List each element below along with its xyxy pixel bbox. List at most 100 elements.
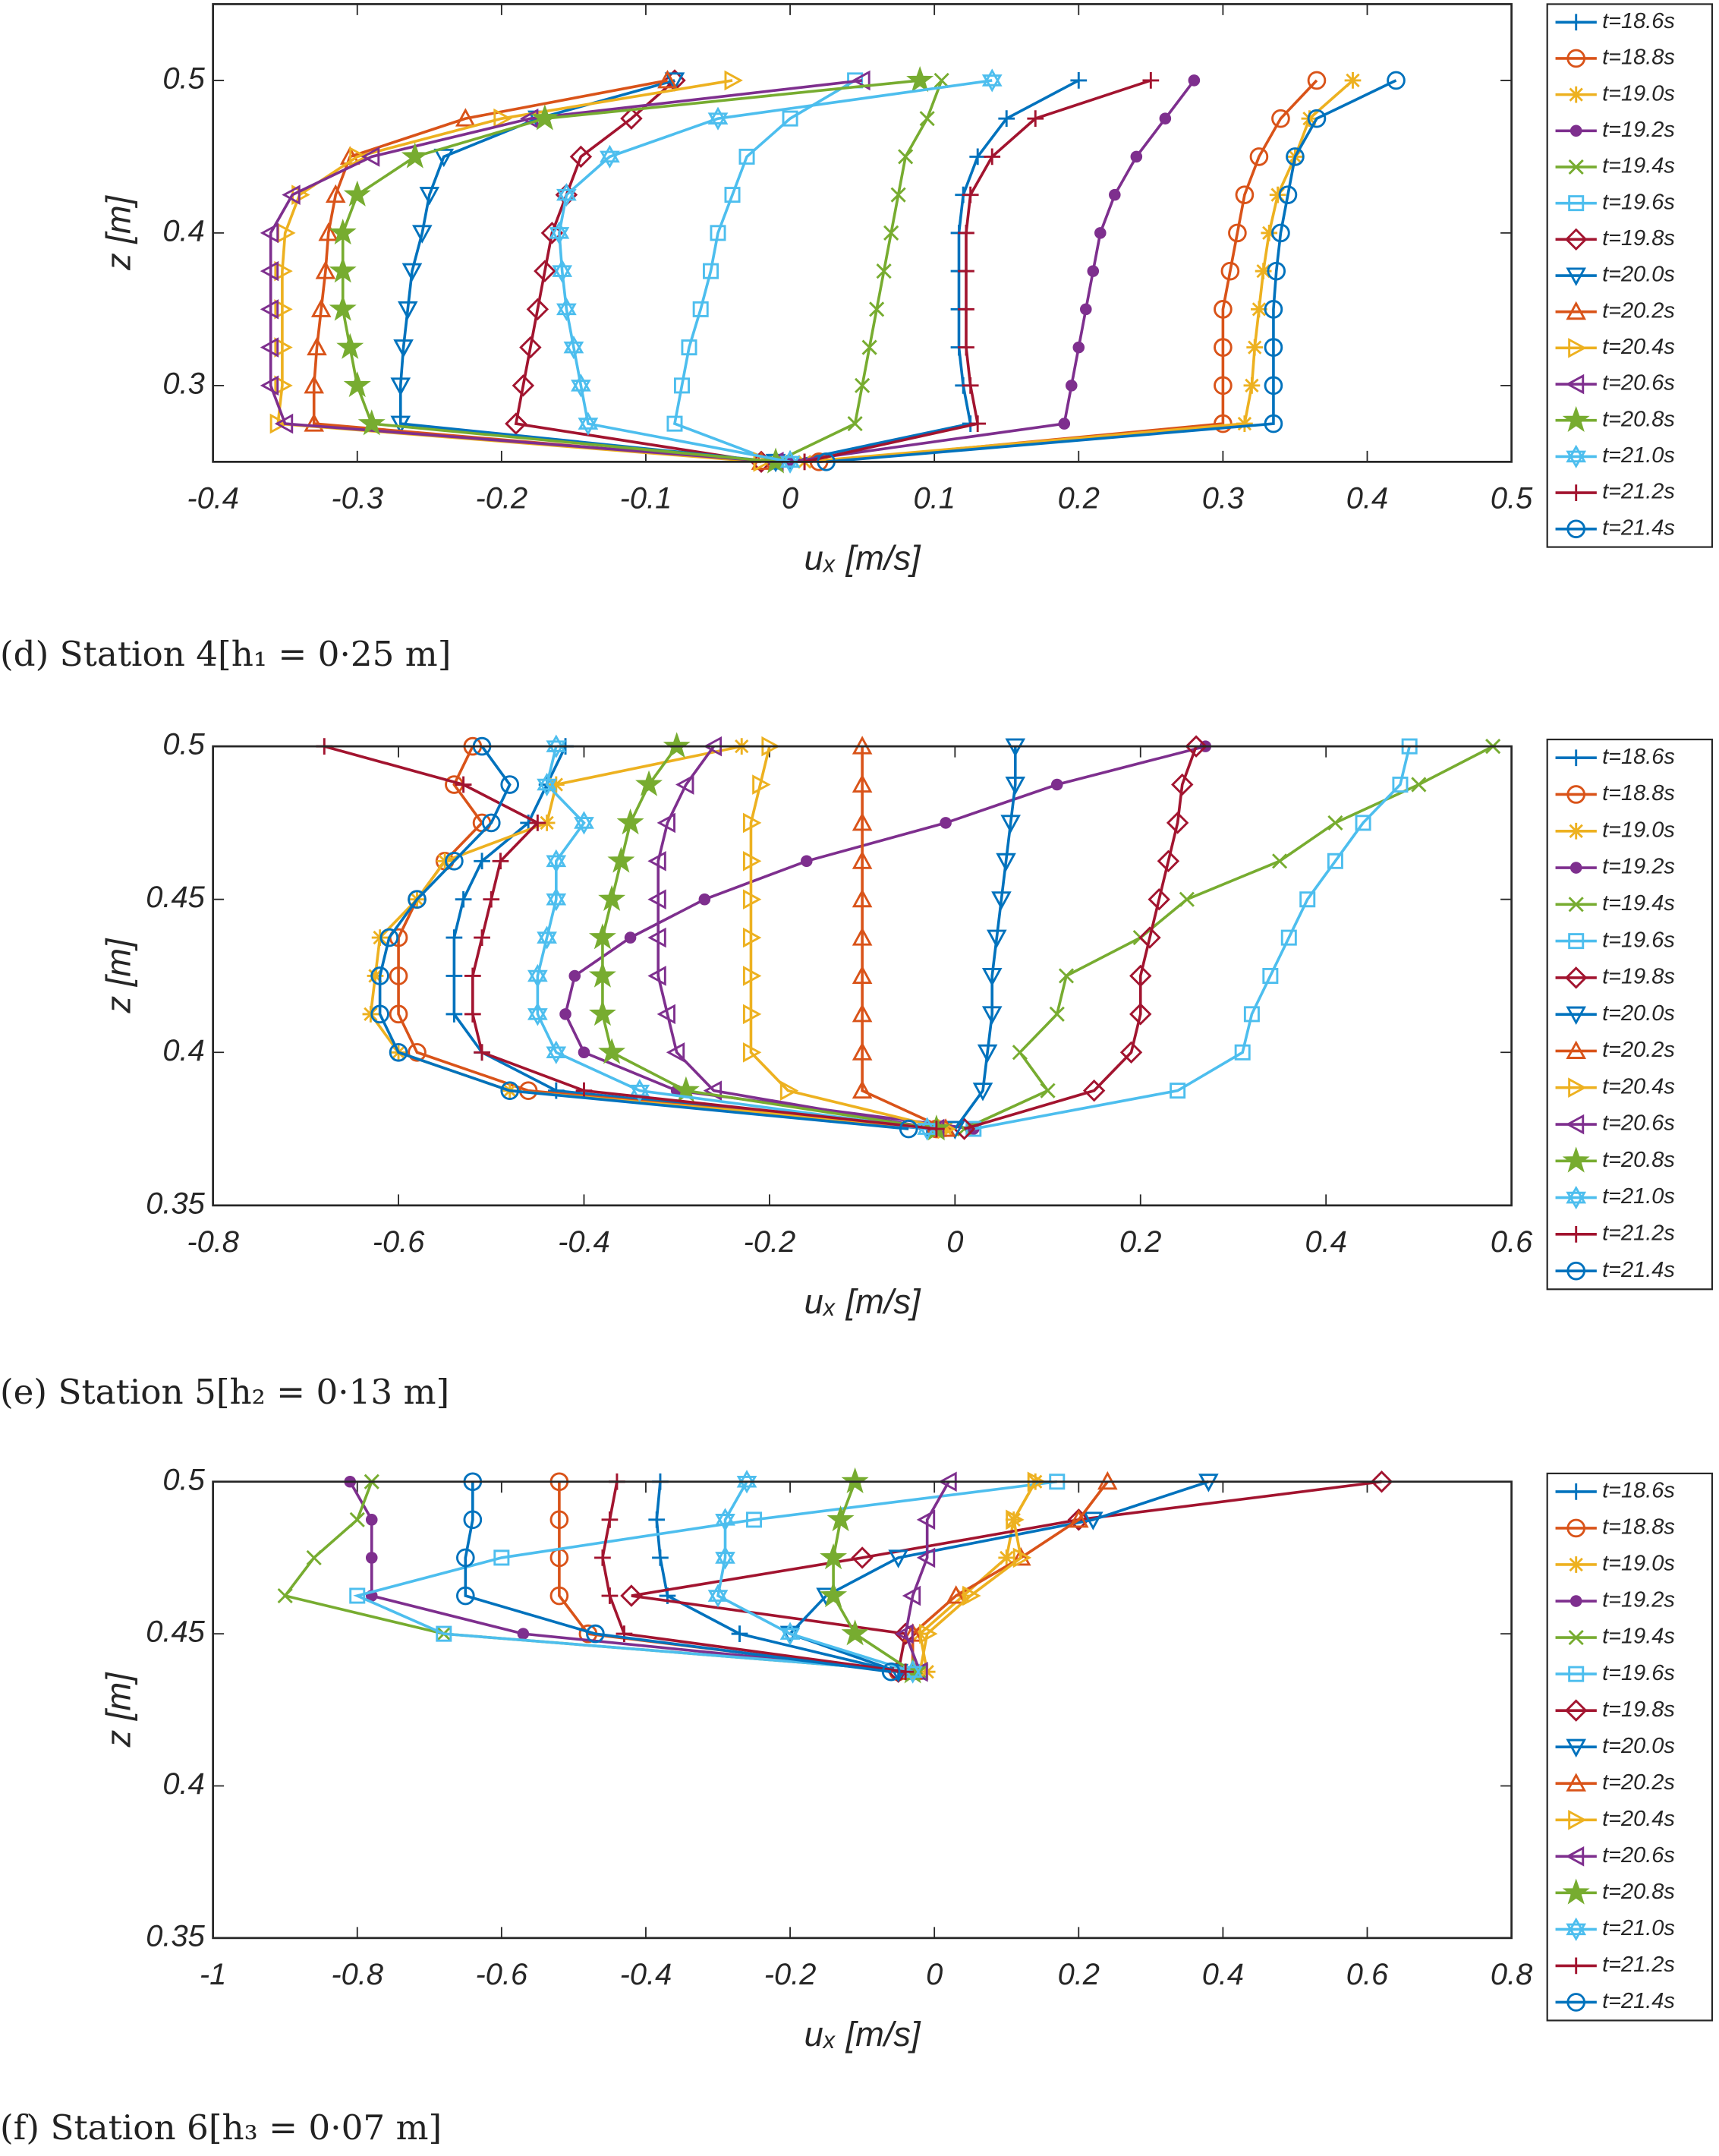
marker xyxy=(962,377,979,394)
marker xyxy=(1564,966,1588,989)
marker xyxy=(370,966,389,985)
marker xyxy=(1566,1738,1587,1758)
legend-label: t=19.0s xyxy=(1602,818,1675,842)
marker xyxy=(919,111,935,127)
x-tick-label: 0 xyxy=(926,1958,943,1991)
x-tick-label: -0.2 xyxy=(744,1225,796,1259)
marker xyxy=(1370,1470,1393,1493)
legend-label: t=19.4s xyxy=(1602,154,1675,178)
marker xyxy=(1569,1595,1582,1607)
marker xyxy=(1251,301,1267,318)
marker xyxy=(881,1662,901,1682)
marker xyxy=(493,1549,510,1566)
marker xyxy=(390,377,411,396)
profile-line xyxy=(398,79,776,464)
x-tick-label: -0.4 xyxy=(558,1225,610,1259)
marker xyxy=(1307,71,1327,90)
marker xyxy=(1094,227,1107,239)
caption: (f) Station 6[h₃ = 0·07 m] xyxy=(0,2107,442,2148)
marker xyxy=(1072,341,1085,354)
legend-label: t=21.0s xyxy=(1602,1916,1675,1940)
marker xyxy=(998,1549,1015,1566)
marker xyxy=(675,774,694,795)
marker xyxy=(1271,853,1288,869)
marker xyxy=(933,72,949,88)
marker xyxy=(1567,86,1585,103)
marker xyxy=(648,1511,666,1528)
marker xyxy=(1157,849,1180,873)
y-axis-label: z [m] xyxy=(99,1672,137,1748)
profile-line xyxy=(973,745,1411,1130)
marker xyxy=(274,375,293,396)
marker xyxy=(1286,147,1305,166)
marker xyxy=(1327,853,1343,869)
marker xyxy=(1109,188,1121,201)
marker xyxy=(1568,1629,1584,1646)
marker xyxy=(343,180,371,206)
marker xyxy=(656,812,675,834)
marker xyxy=(1262,967,1279,984)
y-tick-label: 0.3 xyxy=(162,367,204,400)
marker xyxy=(481,813,501,833)
profile-line xyxy=(536,745,927,1130)
marker xyxy=(666,415,683,432)
marker xyxy=(552,259,573,283)
marker xyxy=(981,967,1003,987)
marker xyxy=(401,263,423,282)
marker xyxy=(274,337,293,358)
marker xyxy=(493,108,512,129)
marker xyxy=(408,1043,427,1062)
legend-label: t=20.2s xyxy=(1602,298,1675,323)
marker xyxy=(1243,1006,1260,1023)
marker xyxy=(820,1543,848,1570)
x-tick-label: -0.8 xyxy=(187,1225,239,1259)
legend-label: t=18.8s xyxy=(1602,781,1675,805)
marker xyxy=(969,148,987,165)
x-tick-label: 0 xyxy=(782,482,798,515)
marker xyxy=(1566,267,1587,286)
marker xyxy=(1000,815,1021,834)
marker xyxy=(1170,1083,1186,1099)
marker xyxy=(365,1514,378,1526)
legend-label: t=21.2s xyxy=(1602,1953,1675,1977)
marker xyxy=(370,1004,389,1024)
marker xyxy=(1185,735,1207,758)
y-tick-label: 0.4 xyxy=(162,1034,204,1067)
marker xyxy=(401,142,429,169)
marker xyxy=(1566,444,1587,468)
marker xyxy=(1234,1044,1251,1061)
marker xyxy=(349,1587,366,1604)
marker xyxy=(1568,897,1584,913)
x-tick-label: 0.2 xyxy=(1058,482,1100,515)
x-tick-label: -0.8 xyxy=(331,1958,383,1991)
marker xyxy=(946,1585,966,1604)
legend-label: t=19.8s xyxy=(1602,1697,1675,1722)
marker xyxy=(260,260,279,282)
legend-label: t=18.6s xyxy=(1602,1479,1675,1503)
legend-label: t=21.0s xyxy=(1602,443,1675,468)
marker xyxy=(349,147,368,167)
marker xyxy=(547,776,565,793)
marker xyxy=(940,817,952,829)
marker xyxy=(379,928,399,947)
marker xyxy=(306,1549,322,1566)
y-axis-label: z [m] xyxy=(99,194,137,270)
marker xyxy=(852,965,873,984)
marker xyxy=(1228,223,1247,243)
marker xyxy=(958,225,974,241)
marker xyxy=(1214,300,1233,319)
marker xyxy=(996,853,1016,872)
marker xyxy=(274,413,294,434)
marker xyxy=(546,887,567,912)
marker xyxy=(1562,1146,1590,1173)
legend-label: t=19.4s xyxy=(1602,891,1675,916)
marker xyxy=(841,1467,869,1494)
marker xyxy=(738,148,755,165)
marker xyxy=(1264,376,1283,396)
profile-line xyxy=(964,745,1198,1130)
marker xyxy=(1129,964,1152,988)
marker xyxy=(588,923,616,950)
marker xyxy=(436,1625,452,1642)
marker xyxy=(571,374,591,398)
